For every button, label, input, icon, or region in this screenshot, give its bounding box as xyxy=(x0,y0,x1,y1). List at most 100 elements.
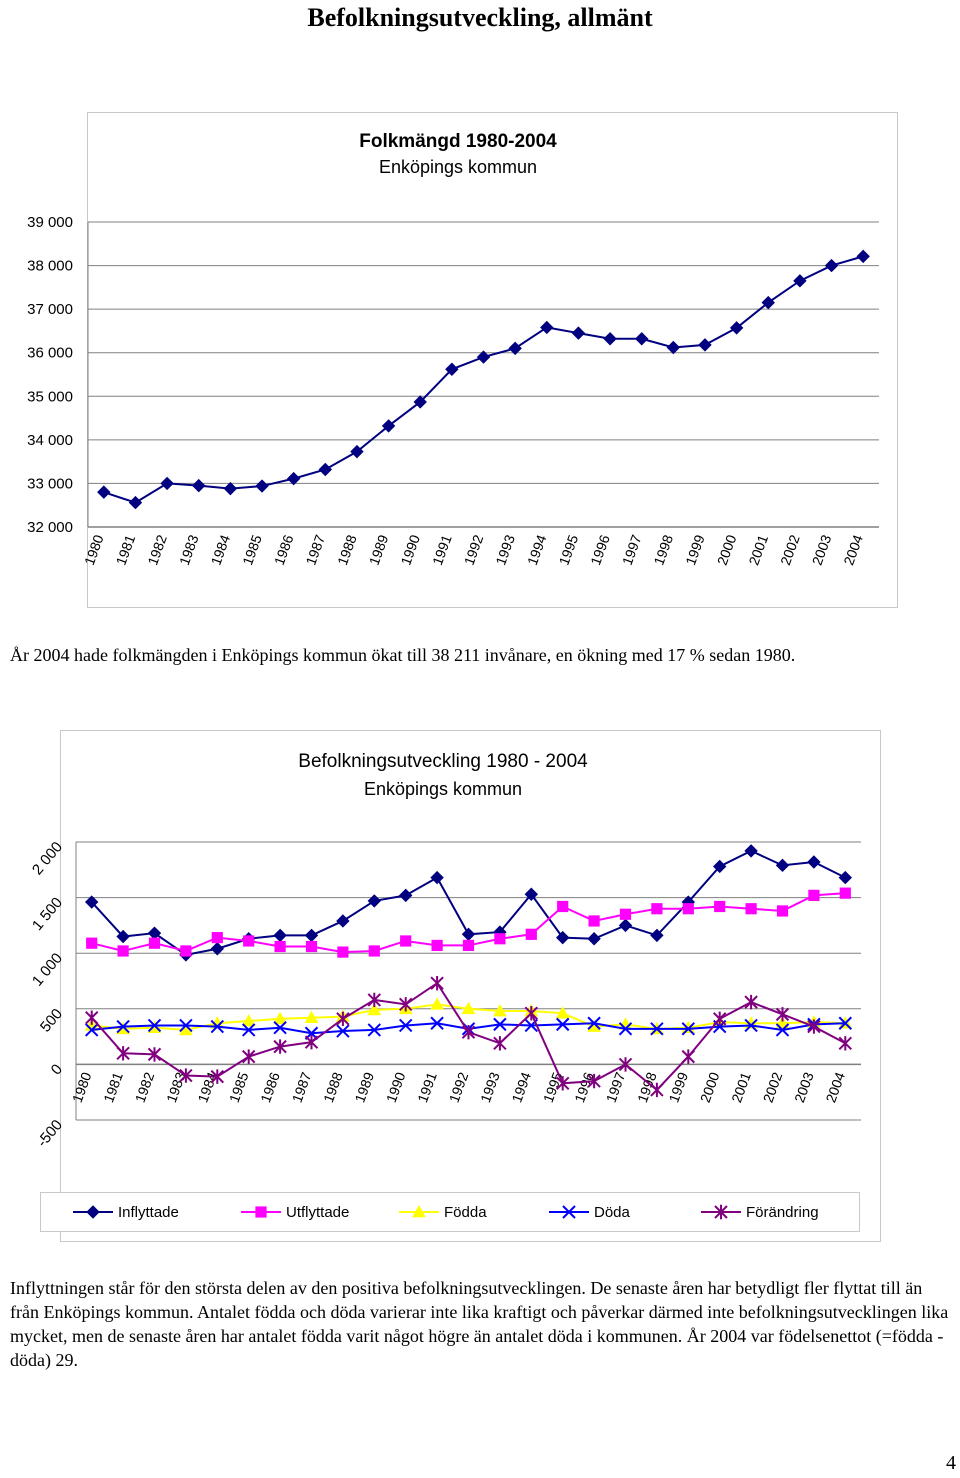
chart-title: Folkmängd 1980-2004 xyxy=(359,131,557,152)
data-point xyxy=(84,895,99,909)
data-point xyxy=(243,935,255,947)
x-tick-label: 1993 xyxy=(477,1070,503,1105)
x-tick-label: 1984 xyxy=(208,532,234,567)
data-point xyxy=(650,1082,664,1098)
data-point xyxy=(305,940,318,953)
data-point xyxy=(555,1017,570,1032)
data-point xyxy=(618,1057,633,1072)
chart-subtitle: Enköpings kommun xyxy=(379,157,537,177)
data-point xyxy=(571,326,586,340)
population-change-chart-svg: Befolkningsutveckling 1980 - 2004 Enköpin… xyxy=(29,751,861,1151)
data-point xyxy=(587,932,601,946)
data-point xyxy=(650,1022,664,1036)
data-point xyxy=(603,332,617,346)
data-point xyxy=(525,928,537,940)
data-point xyxy=(839,887,851,899)
data-point xyxy=(587,1016,601,1030)
data-point xyxy=(650,928,664,943)
data-point xyxy=(493,1017,507,1032)
data-point xyxy=(210,942,225,956)
data-point xyxy=(807,1019,821,1034)
data-point xyxy=(555,930,570,945)
data-point xyxy=(210,1069,225,1084)
data-point xyxy=(666,340,681,355)
y-tick-label: 1 500 xyxy=(29,894,66,934)
data-point xyxy=(336,1024,350,1038)
data-point xyxy=(555,1006,570,1019)
x-tick-label: 1990 xyxy=(397,532,423,567)
data-point xyxy=(838,1036,853,1051)
data-point xyxy=(493,1036,507,1051)
data-point xyxy=(761,295,775,310)
x-tick-label: 1991 xyxy=(429,532,455,567)
population-summary-text: År 2004 hade folkmängden i Enköpings kom… xyxy=(10,645,796,665)
x-tick-label: 1996 xyxy=(587,532,613,567)
page-heading: Befolkningsutveckling, allmänt xyxy=(307,3,653,32)
x-tick-label: 1989 xyxy=(351,1070,377,1105)
data-point xyxy=(445,362,459,376)
legend-marker xyxy=(562,1205,576,1219)
data-point xyxy=(431,939,443,952)
x-tick-label: 1988 xyxy=(320,1070,346,1105)
data-point xyxy=(273,1020,287,1035)
x-tick-label: 1986 xyxy=(257,1070,283,1105)
x-tick-label: 1983 xyxy=(176,532,202,567)
y-tick-label: 39 000 xyxy=(27,214,73,231)
x-tick-label: 1989 xyxy=(366,532,392,567)
x-tick-label: 2004 xyxy=(840,532,866,567)
data-point xyxy=(368,945,380,957)
data-point xyxy=(587,1073,601,1089)
x-tick-label: 2002 xyxy=(760,1070,786,1105)
x-tick-label: 1981 xyxy=(113,532,139,567)
data-point xyxy=(461,1001,476,1015)
population-chart-svg: Folkmängd 1980-2004 Enköpings kommun 32 00… xyxy=(27,131,879,567)
x-tick-label: 1990 xyxy=(383,1070,409,1105)
data-point xyxy=(744,1018,758,1033)
y-tick-label: 34 000 xyxy=(27,432,73,449)
series-förändring xyxy=(84,976,853,1098)
chart-legend: Inflyttade Utflyttade Födda Döda Förändring xyxy=(40,1192,860,1232)
legend-label: Utflyttade xyxy=(286,1204,349,1221)
y-tick-label: 36 000 xyxy=(27,345,73,362)
data-point xyxy=(274,940,286,953)
data-point xyxy=(116,929,130,944)
data-point xyxy=(304,928,319,943)
population-change-text: Inflyttningen står för den största delen… xyxy=(10,1278,949,1370)
data-point xyxy=(255,479,269,493)
x-tick-label: 2003 xyxy=(809,532,835,567)
data-point xyxy=(618,918,633,933)
y-tick-label: 500 xyxy=(37,1005,66,1035)
legend-marker xyxy=(255,1206,267,1218)
x-tick-label: 1999 xyxy=(665,1070,691,1105)
x-tick-label: 1991 xyxy=(414,1070,440,1105)
data-point xyxy=(86,937,98,949)
data-point xyxy=(241,1014,256,1027)
legend-item: Utflyttade xyxy=(241,1204,349,1221)
data-point xyxy=(273,928,287,943)
series-utflyttade xyxy=(86,887,851,958)
y-tick-label: 2 000 xyxy=(29,839,66,879)
x-tick-label: 1988 xyxy=(334,532,360,567)
data-point xyxy=(381,419,396,433)
y-tick-label: 35 000 xyxy=(27,388,73,405)
data-point xyxy=(367,894,382,908)
legend-marker xyxy=(412,1204,426,1218)
data-point xyxy=(555,1076,570,1091)
data-point xyxy=(838,870,853,885)
legend-label: Födda xyxy=(444,1204,487,1221)
data-point xyxy=(775,1016,790,1029)
legend-item: Döda xyxy=(549,1204,631,1221)
data-point xyxy=(97,485,111,499)
x-tick-label: 1993 xyxy=(492,532,518,567)
x-tick-label: 2001 xyxy=(745,532,771,567)
data-point xyxy=(775,858,790,873)
data-point xyxy=(776,905,789,917)
data-point xyxy=(180,945,192,957)
legend-marker xyxy=(86,1205,100,1219)
data-point xyxy=(367,1023,382,1037)
data-point xyxy=(413,395,427,409)
data-point xyxy=(745,903,757,915)
data-point xyxy=(524,1006,539,1021)
data-point xyxy=(223,481,238,496)
data-point xyxy=(398,1018,413,1033)
